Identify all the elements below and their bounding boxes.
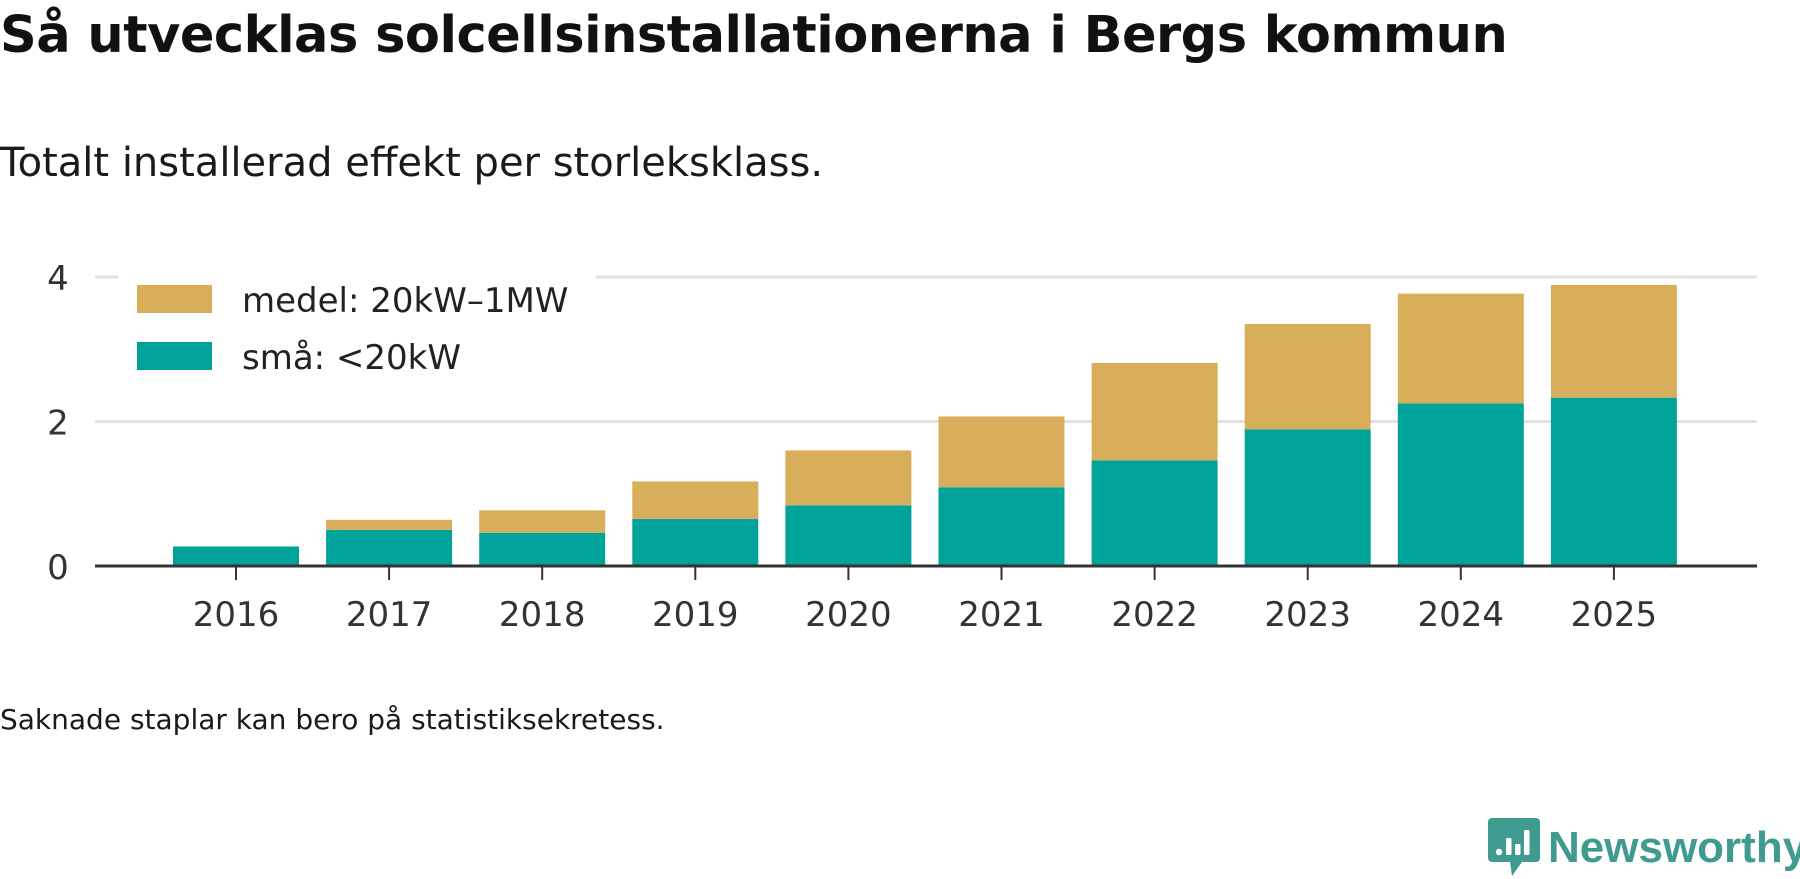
- x-tick-label-2018: 2018: [499, 595, 586, 635]
- bar-small-2019: [632, 519, 759, 566]
- bar-medium-2019: [632, 481, 759, 520]
- bar-medium-2018: [479, 510, 606, 533]
- x-tick-label-2016: 2016: [193, 595, 280, 635]
- legend-swatch-medium: [137, 285, 212, 313]
- x-tick-label-2019: 2019: [652, 595, 739, 635]
- x-tick-label-2017: 2017: [346, 595, 433, 635]
- stacked-bar-chart: 0 2 4 2016 2017 2018 2019 2020 2021 2022 2023 2024 2…: [47, 259, 1757, 635]
- bar-small-2021: [938, 487, 1065, 566]
- bar-medium-2021: [938, 416, 1065, 488]
- x-tick-label-2024: 2024: [1418, 595, 1505, 635]
- legend-label-medium: medel: 20kW–1MW: [242, 281, 568, 321]
- brand-name: Newsworthy: [1548, 823, 1800, 872]
- legend: medel: 20kW–1MW små: <20kW: [118, 270, 596, 390]
- legend-swatch-small: [137, 342, 212, 370]
- y-tick-label: 0: [47, 548, 69, 588]
- chart-subtitle: Totalt installerad effekt per storlekskl…: [0, 140, 824, 186]
- bar-medium-2022: [1091, 362, 1218, 461]
- x-tick-label-2025: 2025: [1571, 595, 1658, 635]
- y-tick-label: 4: [47, 259, 69, 299]
- brand-logo: Newsworthy: [1488, 818, 1800, 878]
- bar-small-2020: [785, 505, 912, 566]
- bar-small-2017: [326, 529, 453, 566]
- bar-medium-2017: [326, 519, 453, 530]
- bar-small-2023: [1244, 429, 1371, 566]
- chart-title: Så utvecklas solcellsinstallationerna i …: [0, 6, 1508, 65]
- x-tick-label-2021: 2021: [958, 595, 1045, 635]
- bar-small-2022: [1091, 460, 1218, 566]
- footnote: Saknade staplar kan bero på statistiksek…: [0, 703, 665, 736]
- x-tick-label-2022: 2022: [1111, 595, 1198, 635]
- bar-medium-2023: [1244, 323, 1371, 430]
- bar-small-2018: [479, 532, 606, 566]
- legend-label-small: små: <20kW: [242, 338, 461, 378]
- bar-small-2025: [1550, 397, 1677, 566]
- x-tick-label-2023: 2023: [1264, 595, 1351, 635]
- newsworthy-logo-icon: [1488, 818, 1540, 876]
- bar-medium-2025: [1550, 284, 1677, 398]
- bar-small-2016: [173, 546, 299, 566]
- bar-small-2024: [1397, 403, 1524, 566]
- y-tick-label: 2: [47, 404, 69, 444]
- bar-medium-2020: [785, 450, 912, 506]
- bar-medium-2024: [1397, 293, 1524, 404]
- axis-layer: 0 2 4 2016 2017 2018 2019 2020 2021 2022 2023 2024 2…: [47, 259, 1757, 635]
- x-tick-label-2020: 2020: [805, 595, 892, 635]
- bars-layer: [173, 284, 1677, 566]
